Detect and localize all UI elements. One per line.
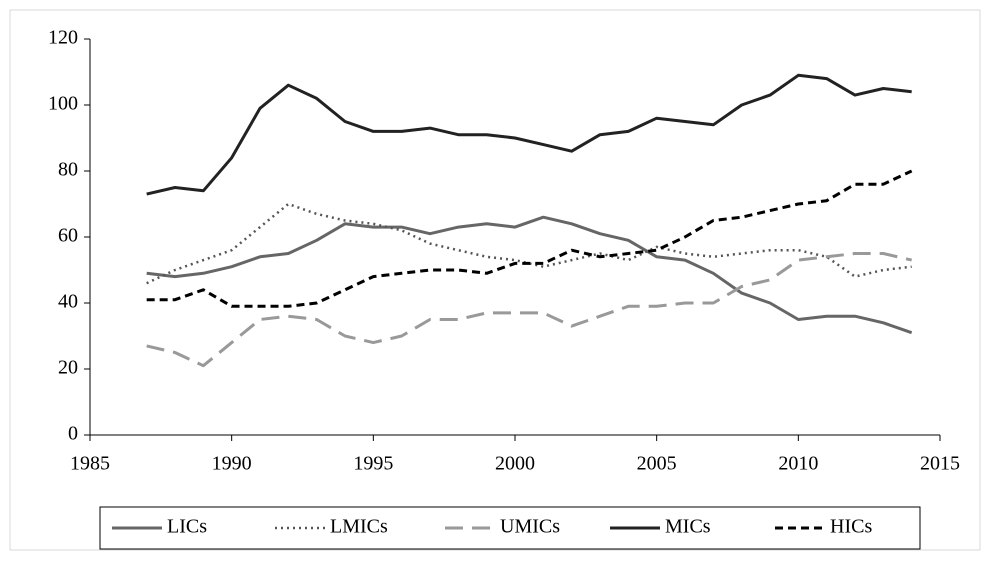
y-tick-label: 60 <box>58 225 78 247</box>
series-line <box>146 215 913 335</box>
legend-label: LMICs <box>330 516 388 538</box>
y-tick-label: 80 <box>58 159 78 181</box>
x-tick-label: 2010 <box>778 453 818 475</box>
x-tick-label: 2005 <box>637 453 677 475</box>
legend-box <box>99 506 921 550</box>
y-tick-label: 100 <box>48 93 78 115</box>
series-line <box>146 169 913 308</box>
y-tick-label: 120 <box>48 27 78 49</box>
x-tick-label: 1995 <box>353 453 393 475</box>
x-tick-label: 2000 <box>495 453 535 475</box>
y-tick-label: 20 <box>58 357 78 379</box>
legend-label: MICs <box>665 516 711 538</box>
y-tick-label: 0 <box>68 423 78 445</box>
y-tick-label: 40 <box>58 291 78 313</box>
legend-label: UMICs <box>500 516 560 538</box>
series-line <box>146 73 912 196</box>
series-line <box>146 252 913 368</box>
x-tick-label: 1985 <box>70 453 110 475</box>
chart-frame <box>9 9 981 551</box>
legend-label: HICs <box>830 516 872 538</box>
legend-label: LICs <box>167 516 207 538</box>
x-tick-label: 1990 <box>212 453 252 475</box>
x-tick-label: 2015 <box>920 453 960 475</box>
